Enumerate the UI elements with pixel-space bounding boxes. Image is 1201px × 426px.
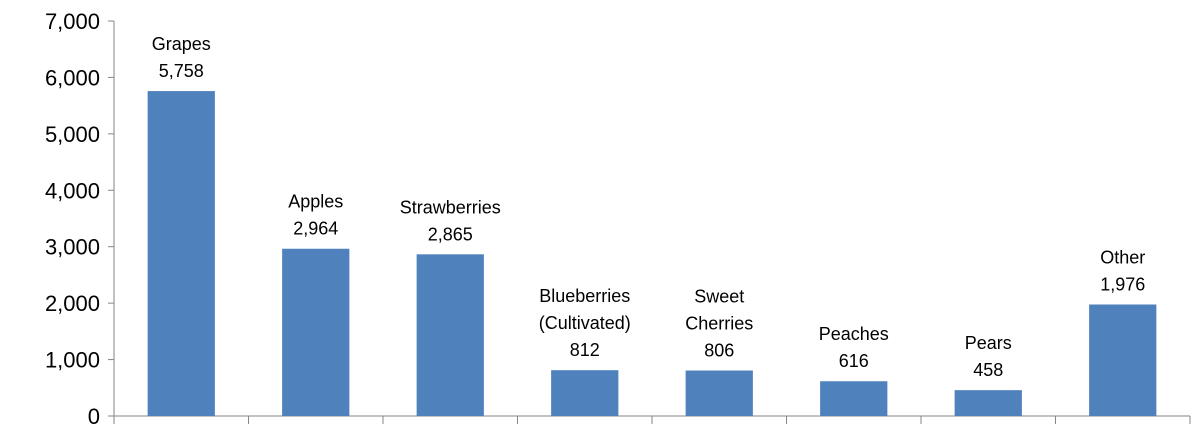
y-tick-label: 2,000 bbox=[45, 291, 100, 316]
y-tick-label: 4,000 bbox=[45, 178, 100, 203]
data-value-label: 5,758 bbox=[159, 61, 204, 81]
data-labels: Grapes 5,758 Apples 2,964 Strawberries 2,865 B… bbox=[152, 34, 1146, 380]
data-value-label: 1,976 bbox=[1100, 274, 1145, 294]
bar bbox=[551, 370, 619, 416]
y-tick-label: 3,000 bbox=[45, 235, 100, 260]
data-value-label: 2,964 bbox=[293, 219, 338, 239]
bar bbox=[147, 91, 215, 416]
y-tick-label: 5,000 bbox=[45, 122, 100, 147]
category-label: Grapes bbox=[152, 34, 211, 54]
y-tick-label: 6,000 bbox=[45, 65, 100, 90]
category-label: Apples bbox=[288, 192, 343, 212]
bar bbox=[416, 254, 484, 416]
category-label: Blueberries bbox=[539, 286, 630, 306]
category-label: Strawberries bbox=[400, 197, 501, 217]
y-tick-label: 1,000 bbox=[45, 348, 100, 373]
y-axis: 0 1,000 2,000 3,000 4,000 5,000 6,000 7,000 bbox=[45, 9, 115, 426]
bars bbox=[147, 91, 1157, 416]
bar bbox=[820, 381, 888, 416]
category-label: Pears bbox=[965, 333, 1012, 353]
data-value-label: 616 bbox=[839, 351, 869, 371]
bar bbox=[685, 370, 753, 416]
data-value-label: 806 bbox=[704, 341, 734, 361]
category-label: Sweet bbox=[694, 287, 744, 307]
category-label: Cherries bbox=[685, 314, 753, 334]
y-tick-label: 7,000 bbox=[45, 9, 100, 34]
bar bbox=[954, 390, 1022, 416]
category-label: Other bbox=[1100, 247, 1145, 267]
bar bbox=[282, 248, 350, 416]
x-axis bbox=[113, 415, 1191, 424]
data-value-label: 458 bbox=[973, 360, 1003, 380]
category-label: Peaches bbox=[819, 324, 889, 344]
data-value-label: 812 bbox=[570, 340, 600, 360]
bar bbox=[1089, 304, 1157, 416]
y-tick-label: 0 bbox=[88, 404, 100, 426]
data-value-label: 2,865 bbox=[428, 224, 473, 244]
category-label: (Cultivated) bbox=[539, 313, 631, 333]
